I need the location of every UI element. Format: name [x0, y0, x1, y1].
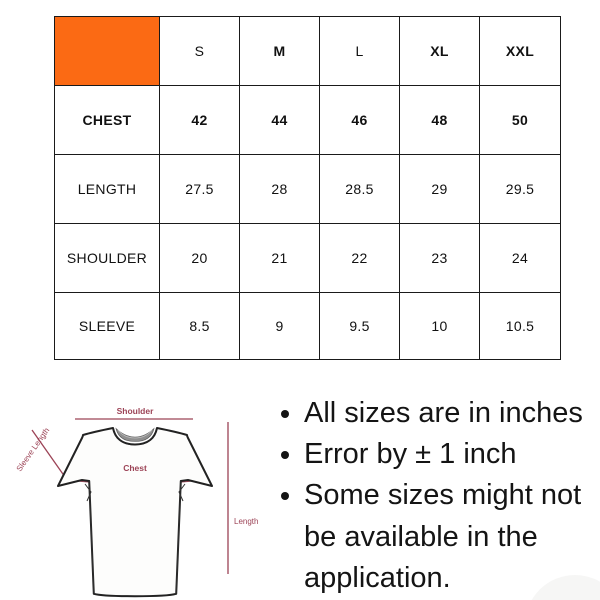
svg-text:Chest: Chest: [123, 463, 147, 473]
svg-text:Length: Length: [234, 517, 258, 526]
svg-text:Shoulder: Shoulder: [117, 406, 155, 416]
